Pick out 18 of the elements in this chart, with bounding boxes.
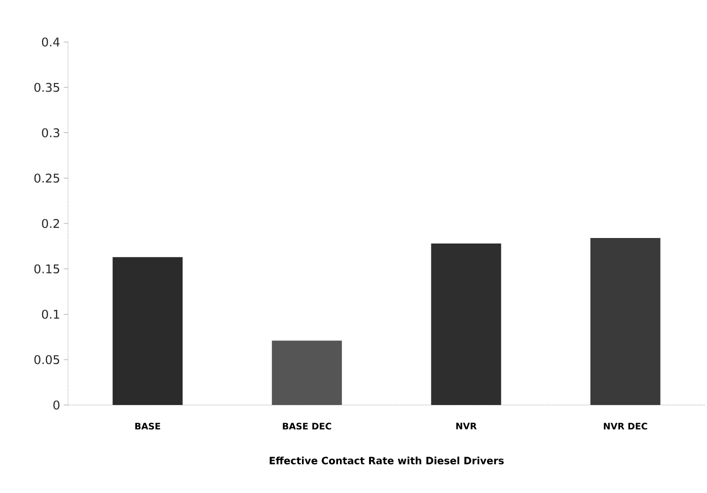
x-tick-label: BASE [135, 422, 160, 430]
x-axis-title: Effective Contact Rate with Diesel Drivers [270, 456, 504, 464]
y-tick-label: 0 [53, 400, 60, 410]
bar [112, 257, 183, 405]
bar [590, 238, 660, 405]
x-tick-label: NVR [456, 422, 477, 430]
y-tick-label: 0.15 [34, 264, 60, 274]
y-tick-label: 0.1 [42, 310, 60, 319]
x-tick-label: NVR DEC [604, 422, 648, 430]
bar [431, 243, 502, 405]
y-tick-label: 0.35 [34, 82, 60, 92]
y-tick-label: 0.25 [34, 174, 60, 183]
y-tick-label: 0.2 [42, 218, 60, 228]
y-tick-label: 0.4 [42, 37, 60, 47]
x-tick-label: BASE DEC [282, 422, 332, 430]
y-tick-label: 0.05 [34, 355, 60, 364]
y-tick-label: 0.3 [42, 128, 60, 138]
bar [272, 340, 342, 405]
